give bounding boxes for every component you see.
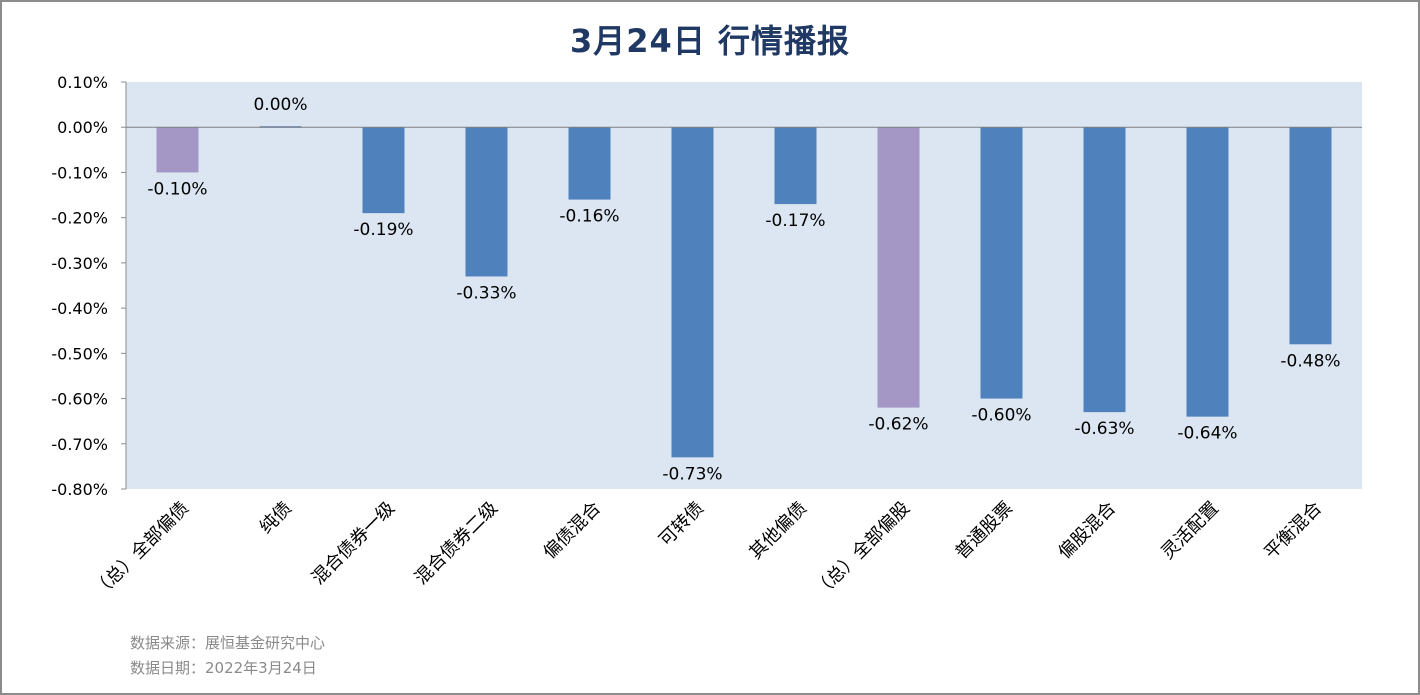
bar — [362, 127, 405, 214]
category-label: 平衡混合 — [1260, 498, 1326, 564]
data-label: -0.10% — [147, 179, 207, 199]
data-source-note: 数据来源：展恒基金研究中心 — [130, 634, 326, 652]
data-label: -0.73% — [662, 464, 722, 484]
y-tick-label: 0.00% — [57, 118, 108, 137]
bar — [568, 127, 611, 200]
category-label: 偏债混合 — [539, 498, 605, 564]
category-label: 混合债券一级 — [308, 498, 399, 589]
category-label: 偏股混合 — [1054, 498, 1120, 564]
category-label: 灵活配置 — [1157, 498, 1223, 564]
y-tick-label: 0.10% — [57, 73, 108, 92]
category-label: 普通股票 — [951, 498, 1017, 564]
bar — [671, 127, 714, 458]
data-label: -0.60% — [971, 406, 1031, 426]
y-tick-label: -0.20% — [51, 209, 108, 228]
y-tick-label: -0.60% — [51, 390, 108, 409]
chart-title: 3月24日 行情播报 — [570, 22, 850, 60]
data-label: -0.16% — [559, 207, 619, 227]
bar — [1289, 127, 1332, 345]
category-label: （总）全部偏股 — [810, 498, 914, 602]
bar — [1186, 127, 1229, 417]
y-tick-label: -0.70% — [51, 435, 108, 454]
category-label: 可转债 — [655, 498, 708, 551]
bar — [1083, 127, 1126, 413]
data-label: -0.63% — [1074, 419, 1134, 439]
category-label: 混合债券二级 — [411, 498, 502, 589]
data-label: -0.62% — [868, 415, 928, 435]
bar — [465, 127, 508, 277]
category-label: （总）全部偏债 — [89, 498, 193, 602]
data-label: 0.00% — [253, 95, 307, 115]
data-date-note: 数据日期：2022年3月24日 — [130, 659, 317, 677]
data-label: -0.64% — [1177, 424, 1237, 444]
bar — [980, 127, 1023, 399]
data-label: -0.17% — [765, 211, 825, 231]
bar — [156, 127, 199, 173]
y-tick-label: -0.30% — [51, 254, 108, 273]
y-tick-label: -0.40% — [51, 299, 108, 318]
y-tick-label: -0.50% — [51, 344, 108, 363]
y-tick-label: -0.10% — [51, 163, 108, 182]
bar — [877, 127, 920, 408]
data-label: -0.48% — [1280, 351, 1340, 371]
bar — [774, 127, 817, 205]
category-label: 其他偏债 — [745, 498, 811, 564]
data-label: -0.33% — [456, 283, 516, 303]
y-tick-label: -0.80% — [51, 480, 108, 499]
category-label: 纯债 — [256, 498, 296, 538]
data-label: -0.19% — [353, 220, 413, 240]
plot-area — [126, 82, 1362, 489]
